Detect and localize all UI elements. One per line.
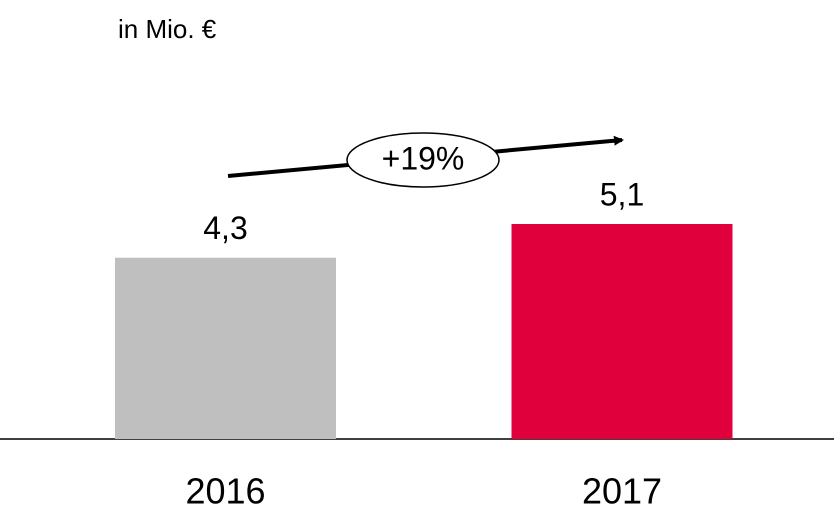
- bar: [511, 224, 733, 439]
- x-tick-label: 2017: [582, 471, 662, 512]
- x-tick-label: 2016: [185, 471, 265, 512]
- annotation-bubble: [346, 132, 500, 188]
- subtitle: in Mio. €: [118, 14, 217, 44]
- value-label: 5,1: [600, 176, 644, 212]
- value-label: 4,3: [203, 210, 247, 246]
- bar: [115, 257, 336, 439]
- annotation: +19%: [382, 140, 465, 176]
